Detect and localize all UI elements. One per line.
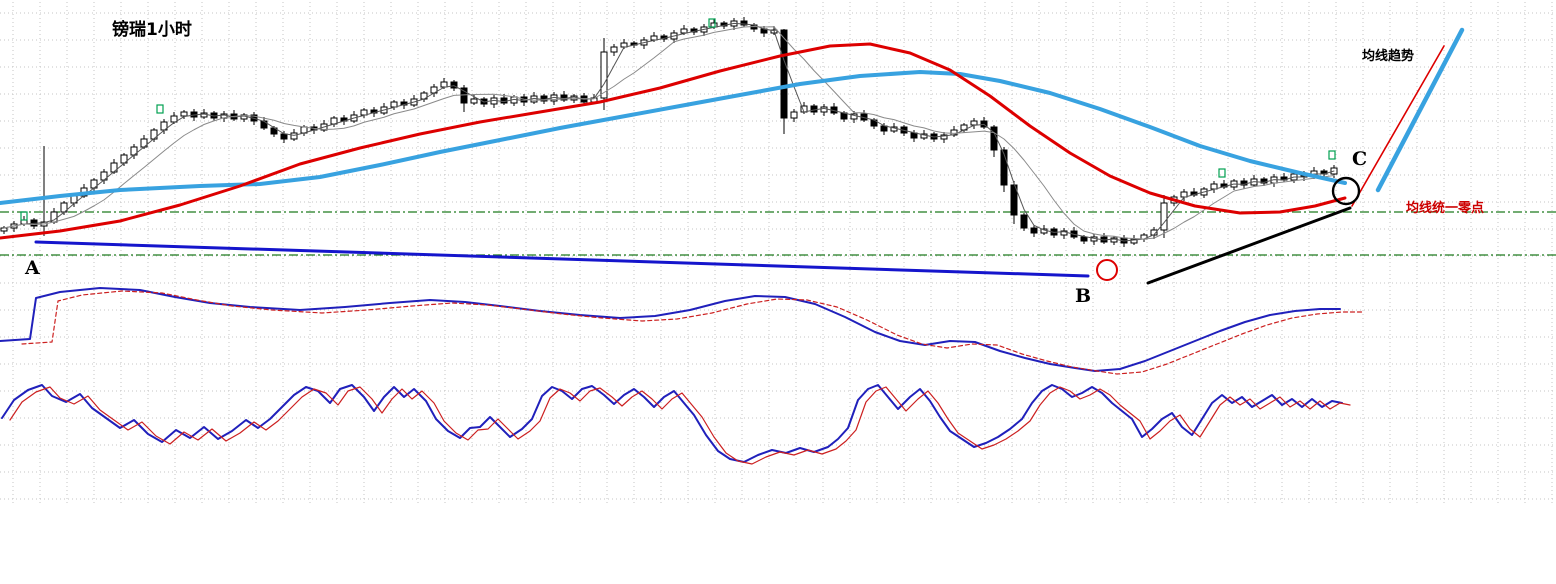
candle-body (1240, 180, 1248, 186)
chart-title: 镑瑞1小时 (112, 20, 192, 40)
candle-body (440, 81, 448, 88)
ma-trend-red-line (1351, 45, 1445, 207)
candle-body (1020, 214, 1028, 229)
candle-body (650, 35, 658, 41)
fast-ma2-line (3, 26, 1335, 240)
candle-body (1010, 184, 1018, 216)
slow-ma-red-line (0, 42, 1347, 240)
point-c-label: C (1352, 148, 1368, 170)
candle-body (880, 125, 888, 132)
trendline-bc (1146, 206, 1352, 285)
candle-body (970, 120, 978, 126)
candle-body (360, 109, 368, 116)
candle-body (600, 51, 608, 99)
candle-body (680, 28, 688, 34)
candle-body (1160, 202, 1168, 231)
candle-body (1060, 230, 1068, 236)
momentum-blue-line (0, 287, 1341, 372)
candle-body (150, 129, 158, 140)
ma-trend-label: 均线趋势 (1362, 49, 1415, 64)
candle-body (470, 98, 478, 104)
momentum-red-line (21, 290, 1363, 375)
candle-body (610, 46, 618, 53)
signal-marker (156, 104, 164, 114)
candle-body (170, 115, 178, 123)
candle-body (810, 105, 818, 113)
candle-body (1080, 236, 1088, 242)
candle-body (790, 111, 798, 119)
oscillator-red-line (9, 386, 1351, 465)
signal-marker (1218, 168, 1226, 178)
candle-body (820, 106, 828, 113)
candle-body (1000, 149, 1008, 186)
candle-body (940, 134, 948, 140)
candle-body (390, 101, 398, 108)
signal-marker (708, 18, 716, 28)
candle-body (1180, 191, 1188, 198)
candle-body (450, 81, 458, 89)
candle-body (260, 120, 268, 129)
candle-body (110, 162, 118, 173)
signal-marker (1328, 150, 1336, 160)
candle-body (1030, 227, 1038, 234)
circle-b (1096, 259, 1118, 281)
oscillator-blue-line (1, 384, 1343, 463)
signal-marker (20, 211, 28, 221)
candle-body (280, 133, 288, 140)
candle-body (1210, 183, 1218, 190)
candle-body (740, 20, 748, 26)
fast-ma-line (3, 22, 1335, 242)
slow-ma-cyan-line (0, 70, 1347, 205)
trendline-ab (34, 240, 1090, 278)
candle-body (780, 29, 788, 119)
ma-zero-label: 均线统一零点 (1406, 201, 1485, 216)
candle-body (710, 22, 718, 28)
candle-body (1260, 178, 1268, 184)
candle-body (180, 111, 188, 117)
point-a-label: A (25, 257, 40, 279)
candle-body (910, 132, 918, 139)
ma-trend-cyan-line (1375, 27, 1465, 193)
candle-body (500, 97, 508, 104)
circle-c (1331, 176, 1361, 206)
candle-body (290, 132, 298, 140)
candle-body (560, 94, 568, 101)
point-b-label: B (1075, 285, 1092, 307)
